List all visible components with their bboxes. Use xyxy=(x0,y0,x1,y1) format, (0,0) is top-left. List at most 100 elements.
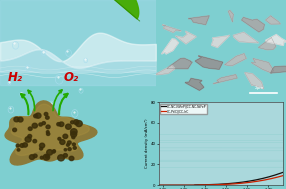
Ellipse shape xyxy=(14,117,19,122)
Ellipse shape xyxy=(40,156,43,159)
Ellipse shape xyxy=(43,154,50,160)
Ellipse shape xyxy=(28,127,32,130)
Polygon shape xyxy=(242,17,264,32)
CC-Pt/C||CC-IrC xyxy=(157,184,160,186)
Polygon shape xyxy=(5,101,97,165)
Ellipse shape xyxy=(28,135,32,138)
Ellipse shape xyxy=(23,143,27,147)
FancyArrowPatch shape xyxy=(21,94,29,114)
Ellipse shape xyxy=(60,140,65,144)
Ellipse shape xyxy=(57,123,60,126)
Ellipse shape xyxy=(71,129,77,135)
Ellipse shape xyxy=(59,122,64,126)
Ellipse shape xyxy=(42,122,45,125)
Ellipse shape xyxy=(45,155,49,158)
Ellipse shape xyxy=(58,155,64,161)
Ellipse shape xyxy=(76,121,82,127)
Polygon shape xyxy=(162,25,181,33)
Ellipse shape xyxy=(65,124,71,129)
Ellipse shape xyxy=(45,116,49,119)
Ellipse shape xyxy=(39,123,42,126)
Polygon shape xyxy=(251,58,274,73)
FancyArrowPatch shape xyxy=(59,94,67,114)
Polygon shape xyxy=(265,16,280,24)
Ellipse shape xyxy=(63,134,68,139)
Ellipse shape xyxy=(46,131,49,133)
CC-NC-NiFeP||CC-NC-NiFeP xyxy=(247,180,250,182)
Ellipse shape xyxy=(63,153,67,157)
Polygon shape xyxy=(162,39,178,54)
Ellipse shape xyxy=(67,141,71,144)
Ellipse shape xyxy=(18,117,23,122)
Ellipse shape xyxy=(68,148,71,151)
Polygon shape xyxy=(167,58,192,69)
Polygon shape xyxy=(195,56,223,69)
CC-Pt/C||CC-IrC xyxy=(235,183,239,185)
Ellipse shape xyxy=(20,144,24,147)
Ellipse shape xyxy=(71,132,77,137)
CC-Pt/C||CC-IrC xyxy=(281,174,285,177)
Line: CC-NC-NiFeP||CC-NC-NiFeP: CC-NC-NiFeP||CC-NC-NiFeP xyxy=(159,172,283,185)
Polygon shape xyxy=(265,35,286,45)
Polygon shape xyxy=(11,104,90,156)
Legend: CC-NC-NiFeP||CC-NC-NiFeP, CC-Pt/C||CC-IrC: CC-NC-NiFeP||CC-NC-NiFeP, CC-Pt/C||CC-Ir… xyxy=(160,104,207,114)
Ellipse shape xyxy=(29,155,35,160)
CC-NC-NiFeP||CC-NC-NiFeP xyxy=(235,182,239,184)
CC-NC-NiFeP||CC-NC-NiFeP xyxy=(281,171,285,173)
CC-Pt/C||CC-IrC xyxy=(198,184,201,186)
Ellipse shape xyxy=(47,150,53,155)
Text: O₂: O₂ xyxy=(64,71,79,84)
Polygon shape xyxy=(188,16,209,25)
Ellipse shape xyxy=(64,149,67,151)
Ellipse shape xyxy=(52,150,55,153)
CC-NC-NiFeP||CC-NC-NiFeP xyxy=(247,180,251,182)
Ellipse shape xyxy=(53,150,55,152)
Polygon shape xyxy=(211,35,230,47)
FancyArrowPatch shape xyxy=(53,90,62,111)
Polygon shape xyxy=(233,32,259,43)
Polygon shape xyxy=(271,66,286,73)
Text: H₂: H₂ xyxy=(8,71,23,84)
Ellipse shape xyxy=(32,123,37,128)
CC-NC-NiFeP||CC-NC-NiFeP xyxy=(206,184,210,186)
Polygon shape xyxy=(176,31,196,44)
Ellipse shape xyxy=(44,112,48,116)
Ellipse shape xyxy=(47,132,50,136)
Ellipse shape xyxy=(58,137,61,140)
Ellipse shape xyxy=(72,136,75,139)
CC-Pt/C||CC-IrC xyxy=(247,181,251,184)
CC-Pt/C||CC-IrC xyxy=(247,181,250,184)
Polygon shape xyxy=(245,73,264,89)
Ellipse shape xyxy=(73,146,76,149)
Polygon shape xyxy=(259,38,276,50)
Ellipse shape xyxy=(17,149,20,151)
CC-Pt/C||CC-IrC xyxy=(206,184,210,186)
CC-NC-NiFeP||CC-NC-NiFeP xyxy=(172,184,175,186)
Ellipse shape xyxy=(69,156,74,161)
Polygon shape xyxy=(228,10,233,22)
CC-Pt/C||CC-IrC xyxy=(172,184,175,186)
Ellipse shape xyxy=(33,154,37,158)
Ellipse shape xyxy=(33,139,37,143)
Ellipse shape xyxy=(16,144,19,147)
Polygon shape xyxy=(185,78,204,90)
Polygon shape xyxy=(66,0,139,19)
Ellipse shape xyxy=(66,144,69,146)
Ellipse shape xyxy=(71,121,74,124)
Line: CC-Pt/C||CC-IrC: CC-Pt/C||CC-IrC xyxy=(159,176,283,185)
Polygon shape xyxy=(213,75,237,84)
Ellipse shape xyxy=(39,147,43,150)
Polygon shape xyxy=(155,65,174,75)
Ellipse shape xyxy=(25,137,31,142)
Y-axis label: Current density (mA/cm²): Current density (mA/cm²) xyxy=(145,119,149,168)
CC-NC-NiFeP||CC-NC-NiFeP xyxy=(157,184,160,186)
Ellipse shape xyxy=(13,128,17,132)
FancyArrowPatch shape xyxy=(28,90,35,111)
Text: 2μm: 2μm xyxy=(255,86,264,90)
Polygon shape xyxy=(225,54,246,66)
Ellipse shape xyxy=(39,143,45,148)
Bar xyxy=(0,0,156,85)
Ellipse shape xyxy=(46,125,50,129)
Ellipse shape xyxy=(72,143,76,146)
Ellipse shape xyxy=(74,120,79,125)
